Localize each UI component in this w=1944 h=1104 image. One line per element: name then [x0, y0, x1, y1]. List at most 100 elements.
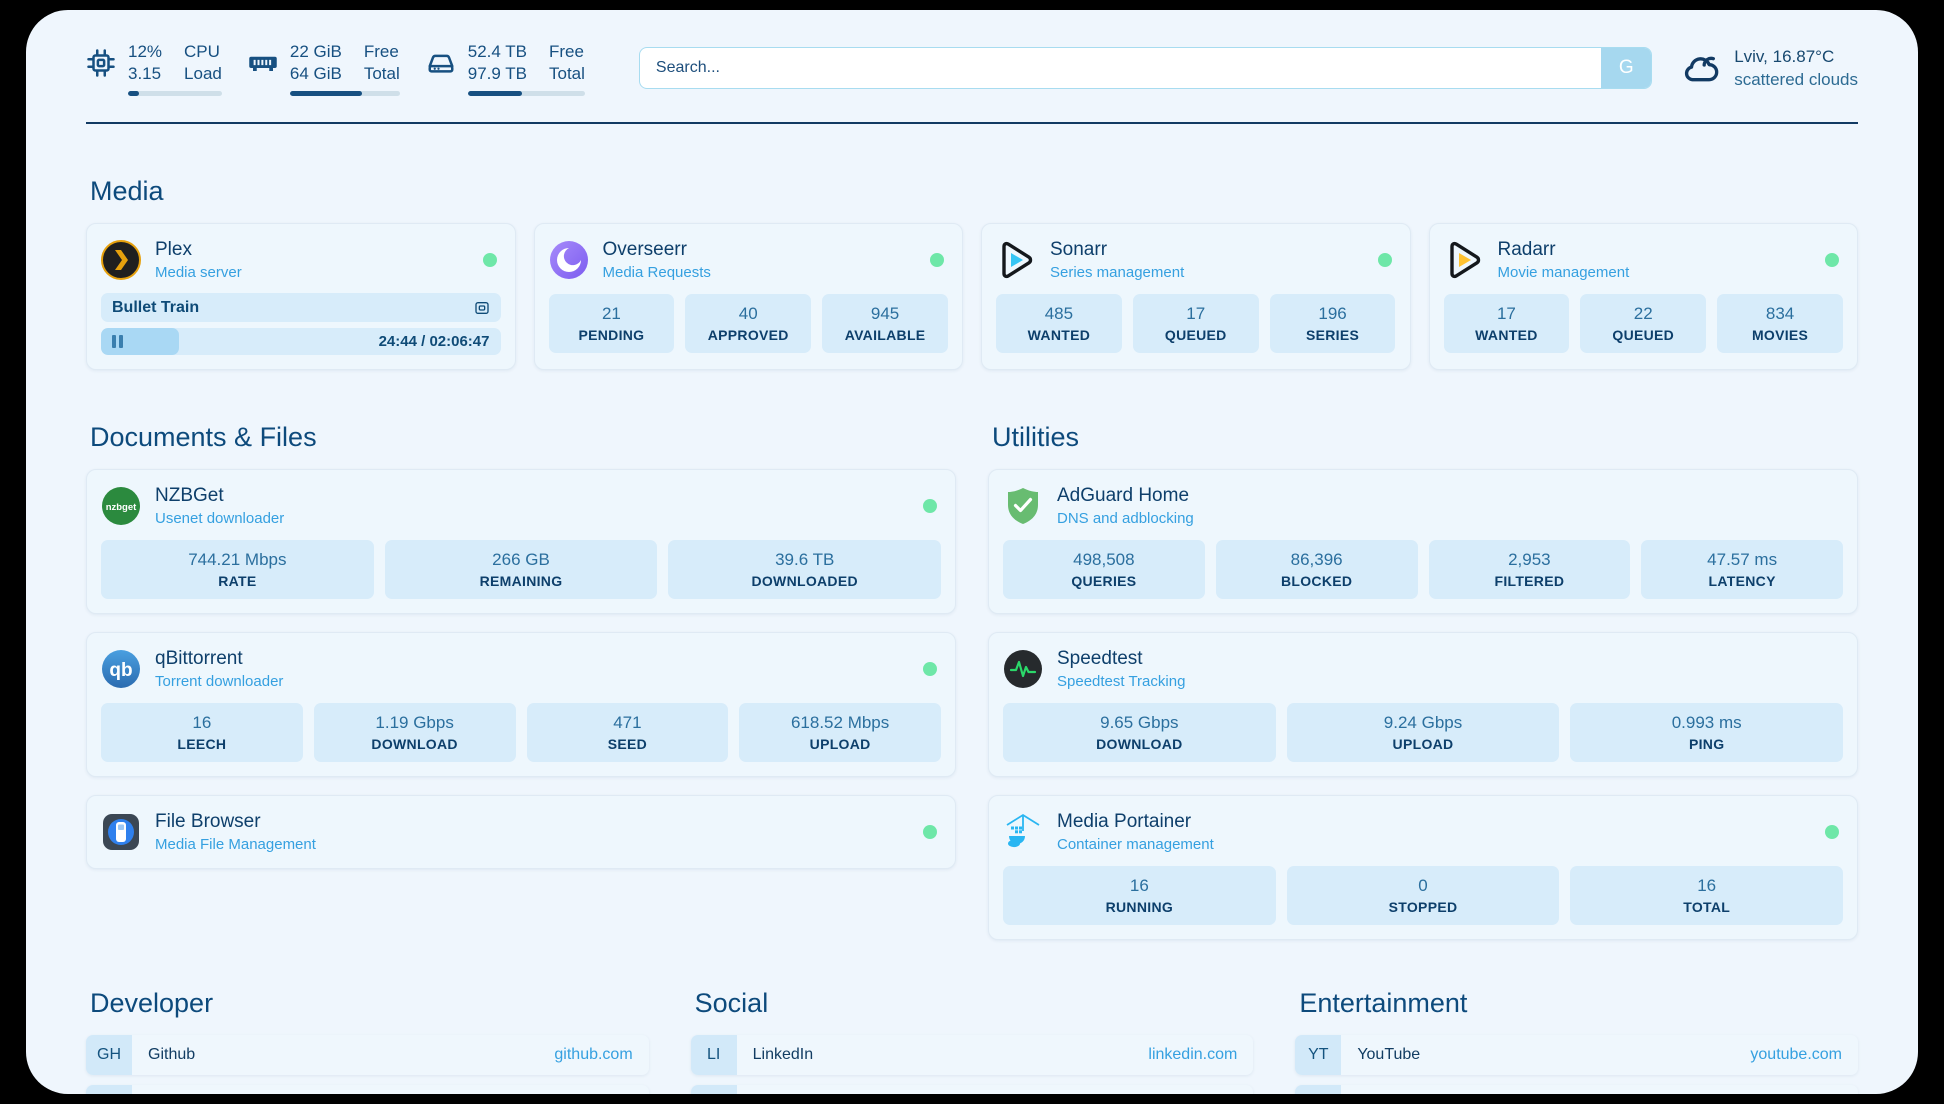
- app-card[interactable]: Media Portainer Container management 16 RUN…: [988, 795, 1858, 940]
- resource-cpu: 12% 3.15 CPU Load: [86, 41, 222, 96]
- app-name: Media Portainer: [1057, 811, 1192, 832]
- bookmark-item[interactable]: NFNetflixnetflix.com: [1295, 1085, 1858, 1094]
- header-bar: 12% 3.15 CPU Load 22 GiB 64 GiB Free Total 52.4 …: [26, 10, 1918, 98]
- sonarr-icon: [996, 240, 1036, 280]
- app-card[interactable]: AdGuard Home DNS and adblocking 498,508 QUE…: [988, 469, 1858, 614]
- adguard-icon: [1003, 486, 1043, 526]
- stat-tile: 485 WANTED: [996, 294, 1122, 353]
- pause-icon[interactable]: [112, 335, 123, 348]
- search-bar[interactable]: G: [638, 47, 1653, 89]
- stat-label: PENDING: [578, 327, 645, 343]
- app-description: Container management: [1057, 836, 1214, 853]
- section-title-utilities: Utilities: [992, 422, 1080, 452]
- stat-value: 945: [870, 304, 900, 323]
- app-card[interactable]: Overseerr Media Requests 21 PENDING 40 APPROV…: [533, 223, 963, 370]
- stat-tile: 21 PENDING: [548, 294, 675, 353]
- app-name: AdGuard Home: [1057, 485, 1190, 506]
- now-playing-bar[interactable]: Bullet Train: [101, 293, 501, 322]
- bookmark-item[interactable]: TWTwittertwitter.com: [690, 1085, 1254, 1094]
- bookmark-abbr: TW: [690, 1085, 737, 1094]
- resource-label: Total: [363, 63, 400, 83]
- stat-tile: 86,396 BLOCKED: [1215, 540, 1418, 599]
- status-indicator-online: [1377, 253, 1392, 267]
- stat-tile: 0 STOPPED: [1286, 866, 1560, 925]
- stat-value: 834: [1765, 304, 1795, 323]
- bookmark-url: github.com: [554, 1046, 633, 1063]
- search-submit-button[interactable]: G: [1601, 48, 1652, 88]
- bookmark-group-title: Social: [694, 988, 769, 1018]
- cloud-icon: [1680, 48, 1720, 88]
- app-description: Torrent downloader: [155, 673, 284, 690]
- resource-storage: 52.4 TB 97.9 TB Free Total: [426, 41, 585, 96]
- stat-label: DOWNLOAD: [1096, 736, 1183, 752]
- bookmarks-grid: Developer GH Github github.com SOStackOverfl…: [86, 988, 1858, 1094]
- stat-value: 471: [613, 713, 642, 732]
- stat-tile: 196 SERIES: [1269, 294, 1396, 353]
- app-card[interactable]: Plex Media server Bullet Train 24:44 / 02:0…: [86, 223, 516, 370]
- stat-value: 266 GB: [492, 550, 550, 569]
- status-indicator-online: [930, 253, 944, 267]
- stat-label: SEED: [607, 736, 648, 752]
- weather-temperature: Lviv, 16.87°C: [1734, 47, 1835, 66]
- bookmark-abbr: NF: [1295, 1085, 1342, 1094]
- bookmark-name: Twitter: [737, 1085, 1161, 1094]
- app-card[interactable]: Radarr Movie management 17 WANTED 22 QUEUED 83…: [1428, 223, 1858, 370]
- stat-label: WANTED: [1475, 327, 1538, 343]
- stat-tile: 9.24 Gbps UPLOAD: [1286, 703, 1560, 762]
- bookmark-item[interactable]: SOStackOverflowstackoverflow.com: [86, 1085, 649, 1094]
- resource-label: Free: [549, 41, 584, 61]
- stat-value: 485: [1044, 304, 1074, 323]
- resource-value: 52.4 TB: [467, 41, 527, 61]
- stat-value: 40: [738, 304, 758, 323]
- app-name: Radarr: [1497, 239, 1556, 260]
- stat-tile: 47.57 ms LATENCY: [1641, 540, 1843, 599]
- app-name: Speedtest: [1057, 648, 1143, 669]
- overseerr-icon: [549, 240, 589, 280]
- portainer-icon: [1003, 812, 1043, 852]
- cast-icon[interactable]: [474, 300, 490, 316]
- app-card[interactable]: Sonarr Series management 485 WANTED 17 QUEUED…: [981, 223, 1411, 370]
- bookmark-name: LinkedIn: [752, 1046, 814, 1063]
- bookmark-group: Social LI LinkedIn linkedin.com TWTwittertwi…: [690, 988, 1254, 1094]
- bookmark-name: Github: [148, 1046, 196, 1063]
- app-description: Movie management: [1497, 264, 1630, 281]
- stat-tile: 16 LEECH: [101, 703, 303, 762]
- app-name: qBittorrent: [155, 648, 243, 669]
- resource-value: 97.9 TB: [467, 63, 527, 83]
- header-divider: [86, 122, 1858, 124]
- app-card[interactable]: Speedtest Speedtest Tracking 9.65 Gbps DOWN…: [988, 632, 1858, 777]
- stat-label: REMAINING: [479, 573, 563, 589]
- bookmark-name: YouTube: [1357, 1046, 1421, 1063]
- weather-condition: scattered clouds: [1734, 70, 1858, 89]
- bookmark-url: netflix.com: [1766, 1085, 1858, 1094]
- stat-label: SERIES: [1305, 327, 1360, 343]
- resource-usage-bar: [467, 90, 585, 96]
- stat-label: AVAILABLE: [844, 327, 926, 343]
- app-name: NZBGet: [155, 485, 224, 506]
- app-card[interactable]: File Browser Media File Management: [86, 795, 956, 869]
- status-indicator-online: [1825, 825, 1839, 839]
- bookmark-name: StackOverflow: [132, 1085, 502, 1094]
- app-name: Sonarr: [1050, 239, 1108, 260]
- bookmark-group: Entertainment YT YouTube youtube.com NFNetfl…: [1295, 988, 1858, 1094]
- app-card[interactable]: qb qBittorrent Torrent downloader 16 LEECH 1.…: [86, 632, 956, 777]
- svg-text:nzbget: nzbget: [106, 502, 137, 513]
- stat-label: LATENCY: [1708, 573, 1776, 589]
- stat-tile: 0.993 ms PING: [1570, 703, 1844, 762]
- stat-value: 196: [1318, 304, 1347, 323]
- playback-progress-bar[interactable]: 24:44 / 02:06:47: [101, 328, 501, 355]
- resource-label: Total: [549, 63, 585, 83]
- resource-value: 64 GiB: [289, 63, 342, 83]
- resource-memory: 22 GiB 64 GiB Free Total: [248, 41, 400, 96]
- stat-value: 1.19 Gbps: [375, 713, 454, 732]
- app-name: File Browser: [155, 811, 261, 832]
- speedtest-icon: [1003, 649, 1043, 689]
- bookmark-item[interactable]: LI LinkedIn linkedin.com: [690, 1035, 1254, 1075]
- media-card-grid: Plex Media server Bullet Train 24:44 / 02:0…: [86, 223, 1858, 370]
- bookmark-item[interactable]: GH Github github.com: [86, 1035, 649, 1075]
- app-card[interactable]: nzbget NZBGet Usenet downloader 744.21 Mbps…: [86, 469, 956, 614]
- filebrowser-icon: [101, 812, 141, 852]
- search-input[interactable]: [639, 48, 1602, 88]
- app-description: Media server: [155, 264, 242, 281]
- bookmark-item[interactable]: YT YouTube youtube.com: [1295, 1035, 1858, 1075]
